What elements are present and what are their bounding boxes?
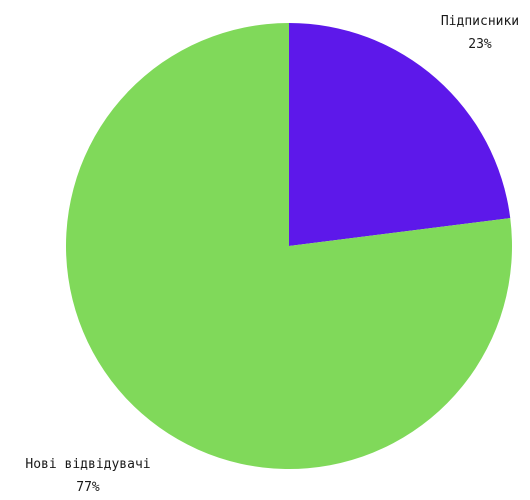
pie-slice-0 bbox=[289, 23, 511, 246]
pie-slice-1 bbox=[65, 23, 512, 470]
slice-label-new-visitors: Нові відвідувачі bbox=[25, 457, 150, 472]
slice-value-new-visitors: 77% bbox=[76, 480, 100, 495]
slice-value-subscribers: 23% bbox=[468, 37, 492, 52]
pie-slices bbox=[65, 23, 512, 470]
slice-label-subscribers: Підписники bbox=[441, 14, 519, 29]
